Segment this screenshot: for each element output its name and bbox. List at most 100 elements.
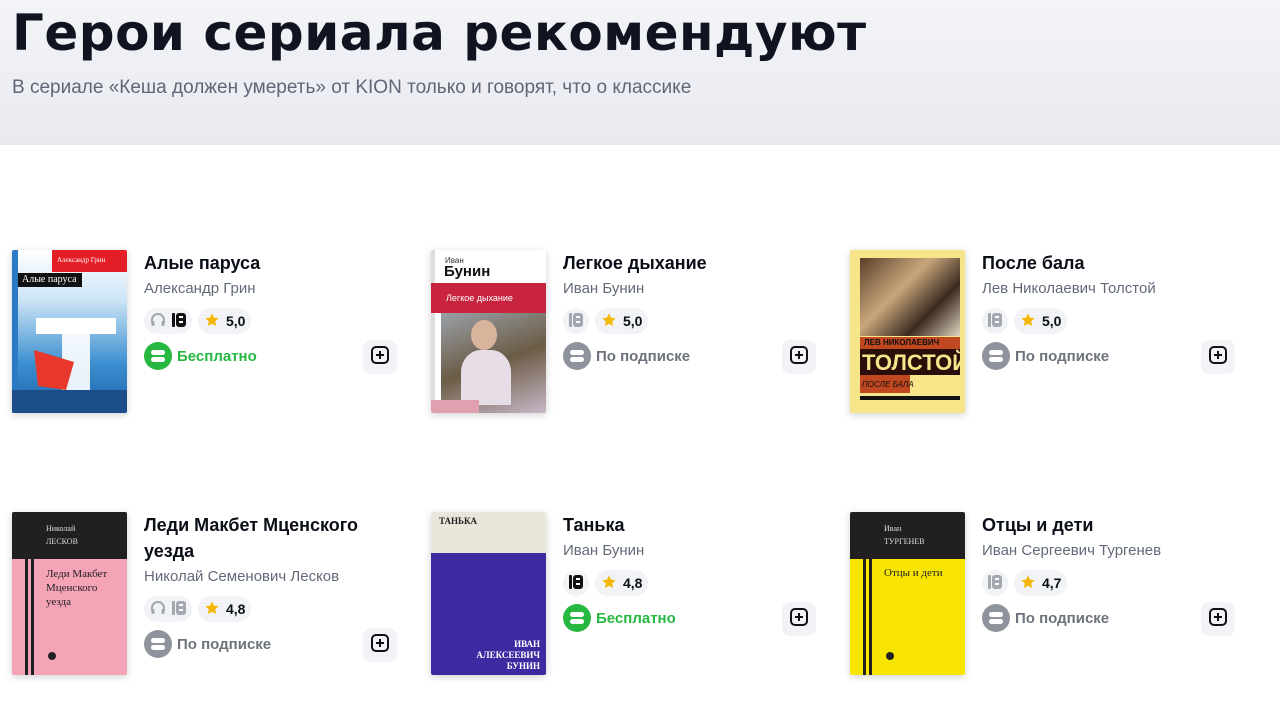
rating-chip: 5,0: [595, 308, 649, 334]
subscription-icon: [982, 604, 1010, 632]
book-author[interactable]: Иван Сергеевич Тургенев: [982, 542, 1162, 559]
price-text: По подписке: [177, 635, 272, 653]
cover-text: Леди Макбет Мценского уезда: [46, 568, 108, 608]
book-author[interactable]: Иван Бунин: [563, 542, 645, 559]
book-icon: [988, 574, 1002, 593]
book-title[interactable]: Легкое дыхание: [563, 253, 707, 273]
book-card[interactable]: ЛЕВ НИКОЛАЕВИЧ ТОЛСТОЙ ПОСЛЕ БАЛА После ба…: [850, 250, 1250, 420]
rating-chip: 5,0: [198, 308, 252, 334]
rating-chip: 5,0: [1014, 308, 1068, 334]
add-to-shelf-button[interactable]: [363, 628, 397, 662]
cover-text: ЛЕСКОВ: [46, 537, 78, 546]
book-icon: [569, 574, 583, 593]
format-chip: [563, 570, 589, 596]
book-author[interactable]: Николай Семенович Лесков: [144, 568, 340, 585]
rating-value: 4,8: [623, 575, 643, 591]
price-text: Бесплатно: [177, 347, 257, 365]
add-to-shelf-button[interactable]: [782, 602, 816, 636]
cover-text: Алые паруса: [22, 274, 77, 285]
book-title[interactable]: Леди Макбет Мценского уезда: [144, 515, 359, 561]
headphones-icon: [150, 312, 166, 331]
star-icon: [601, 312, 617, 331]
star-icon: [204, 600, 220, 619]
format-chip: [144, 596, 192, 622]
rating-value: 5,0: [226, 313, 246, 329]
cover-text: Бунин: [444, 263, 491, 280]
plus-icon: [1208, 345, 1228, 370]
format-chip: [563, 308, 589, 334]
book-card[interactable]: Николай ЛЕСКОВ Леди Макбет Мценского уезда…: [12, 512, 412, 682]
book-icon: [988, 312, 1002, 331]
cover-text: Иван: [445, 256, 464, 265]
rating-chip: 4,8: [198, 596, 252, 622]
star-icon: [1020, 312, 1036, 331]
price-label: По подписке: [563, 342, 690, 370]
cover-text: ИВАН АЛЕКСЕЕВИЧ БУНИН: [476, 639, 540, 671]
cover-text: ПОСЛЕ БАЛА: [862, 380, 914, 389]
plus-icon: [370, 633, 390, 658]
book-title[interactable]: Танька: [563, 515, 625, 535]
book-cover[interactable]: Иван ТУРГЕНЕВ Отцы и дети: [850, 512, 965, 675]
book-cover[interactable]: Иван Бунин Легкое дыхание: [431, 250, 546, 413]
format-chip: [144, 308, 192, 334]
add-to-shelf-button[interactable]: [363, 340, 397, 374]
plus-icon: [370, 345, 390, 370]
book-cover[interactable]: Николай ЛЕСКОВ Леди Макбет Мценского уезда: [12, 512, 127, 675]
rating-value: 4,7: [1042, 575, 1062, 591]
cover-text: Иван: [884, 524, 902, 533]
add-to-shelf-button[interactable]: [1201, 340, 1235, 374]
book-title[interactable]: После бала: [982, 253, 1085, 273]
price-text: По подписке: [596, 347, 691, 365]
book-icon: [172, 600, 186, 619]
book-card[interactable]: Александр Грин Алые паруса Алые паруса Ал…: [12, 250, 412, 420]
book-title[interactable]: Алые паруса: [144, 253, 261, 273]
price-label: Бесплатно: [144, 342, 257, 370]
subscription-icon: [563, 342, 591, 370]
cover-text: ТАНЬКА: [439, 516, 478, 526]
book-author[interactable]: Александр Грин: [144, 280, 256, 297]
book-icon: [172, 312, 186, 331]
plus-icon: [1208, 607, 1228, 632]
headphones-icon: [150, 600, 166, 619]
price-text: По подписке: [1015, 347, 1110, 365]
subscription-icon: [144, 342, 172, 370]
price-text: По подписке: [1015, 609, 1110, 627]
book-cover[interactable]: ТАНЬКА ИВАН АЛЕКСЕЕВИЧ БУНИН: [431, 512, 546, 675]
rating-chip: 4,7: [1014, 570, 1068, 596]
rating-value: 4,8: [226, 601, 246, 617]
format-chip: [982, 570, 1008, 596]
cover-text: ТОЛСТОЙ: [862, 350, 965, 375]
price-text: Бесплатно: [596, 609, 676, 627]
book-icon: [569, 312, 583, 331]
book-cover[interactable]: Александр Грин Алые паруса: [12, 250, 127, 413]
price-label: Бесплатно: [563, 604, 676, 632]
price-label: По подписке: [982, 342, 1109, 370]
price-label: По подписке: [144, 630, 271, 658]
page-subtitle: В сериале «Кеша должен умереть» от KION …: [12, 77, 692, 98]
book-title[interactable]: Отцы и дети: [982, 515, 1094, 535]
add-to-shelf-button[interactable]: [782, 340, 816, 374]
cover-text: ЛЕВ НИКОЛАЕВИЧ: [864, 338, 940, 347]
plus-icon: [789, 345, 809, 370]
subscription-icon: [982, 342, 1010, 370]
star-icon: [1020, 574, 1036, 593]
collection-header: Герои сериала рекомендуют В сериале «Кеш…: [0, 0, 1280, 145]
book-card[interactable]: Иван Бунин Легкое дыхание Легкое дыхание И…: [431, 250, 831, 420]
book-author[interactable]: Лев Николаевич Толстой: [982, 280, 1156, 297]
subscription-icon: [144, 630, 172, 658]
format-chip: [982, 308, 1008, 334]
cover-text: ТУРГЕНЕВ: [884, 537, 925, 546]
cover-text: Александр Грин: [57, 256, 106, 264]
book-card[interactable]: Иван ТУРГЕНЕВ Отцы и дети Отцы и дети Иван…: [850, 512, 1250, 682]
add-to-shelf-button[interactable]: [1201, 602, 1235, 636]
book-card[interactable]: ТАНЬКА ИВАН АЛЕКСЕЕВИЧ БУНИН Танька Иван …: [431, 512, 831, 682]
book-cover[interactable]: ЛЕВ НИКОЛАЕВИЧ ТОЛСТОЙ ПОСЛЕ БАЛА: [850, 250, 965, 413]
book-author[interactable]: Иван Бунин: [563, 280, 645, 297]
star-icon: [601, 574, 617, 593]
rating-value: 5,0: [623, 313, 643, 329]
subscription-icon: [563, 604, 591, 632]
rating-chip: 4,8: [595, 570, 649, 596]
star-icon: [204, 312, 220, 331]
page-title: Герои сериала рекомендуют: [12, 4, 867, 62]
cover-text: Николай: [46, 524, 76, 533]
